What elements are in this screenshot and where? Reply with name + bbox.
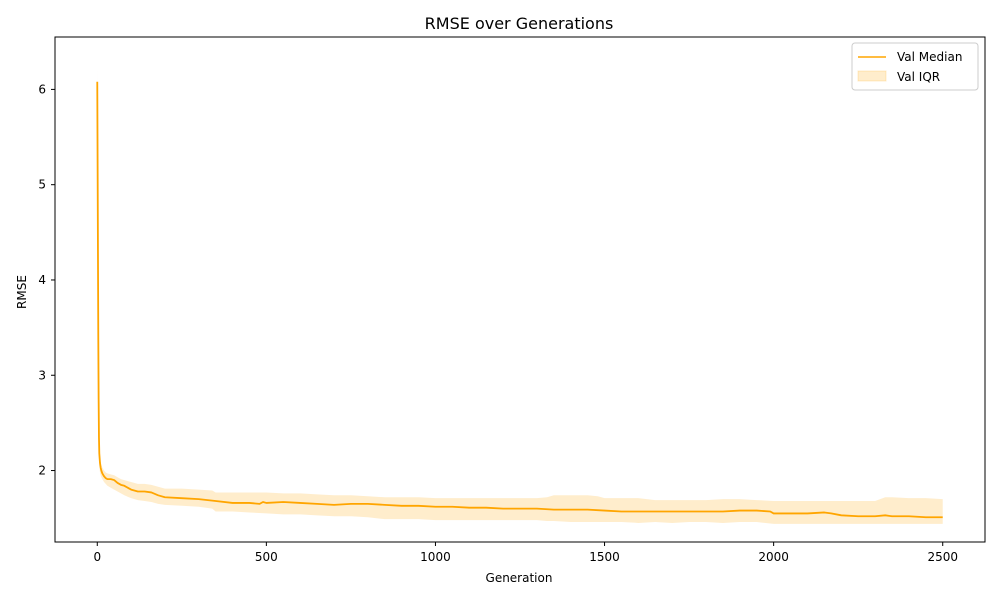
x-axis-label: Generation	[486, 571, 553, 585]
x-tick-label: 0	[93, 550, 101, 564]
chart-title: RMSE over Generations	[425, 14, 614, 33]
y-tick-label: 2	[38, 464, 46, 478]
x-tick-label: 1000	[420, 550, 451, 564]
legend-swatch-val-iqr	[857, 70, 887, 82]
plot-area	[96, 68, 943, 524]
y-tick-label: 4	[38, 273, 46, 287]
y-tick-label: 3	[38, 368, 46, 382]
axes: 0 500 1000 1500 2000 2500 2 3 4 5 6	[38, 36, 986, 564]
x-tick-label: 2000	[758, 550, 789, 564]
x-tick-label: 500	[255, 550, 278, 564]
val-median-line	[96, 81, 943, 519]
axes-frame	[54, 36, 986, 543]
x-tick-label: 2500	[927, 550, 958, 564]
legend-frame	[851, 42, 979, 91]
legend-label-val-median: Val Median	[897, 50, 962, 64]
y-tick-label: 6	[38, 82, 46, 96]
y-axis-label: RMSE	[15, 275, 29, 309]
y-tick-label: 5	[38, 178, 46, 192]
x-tick-label: 1500	[589, 550, 620, 564]
legend-label-val-iqr: Val IQR	[897, 70, 940, 84]
legend: Val Median Val IQR	[851, 42, 979, 91]
